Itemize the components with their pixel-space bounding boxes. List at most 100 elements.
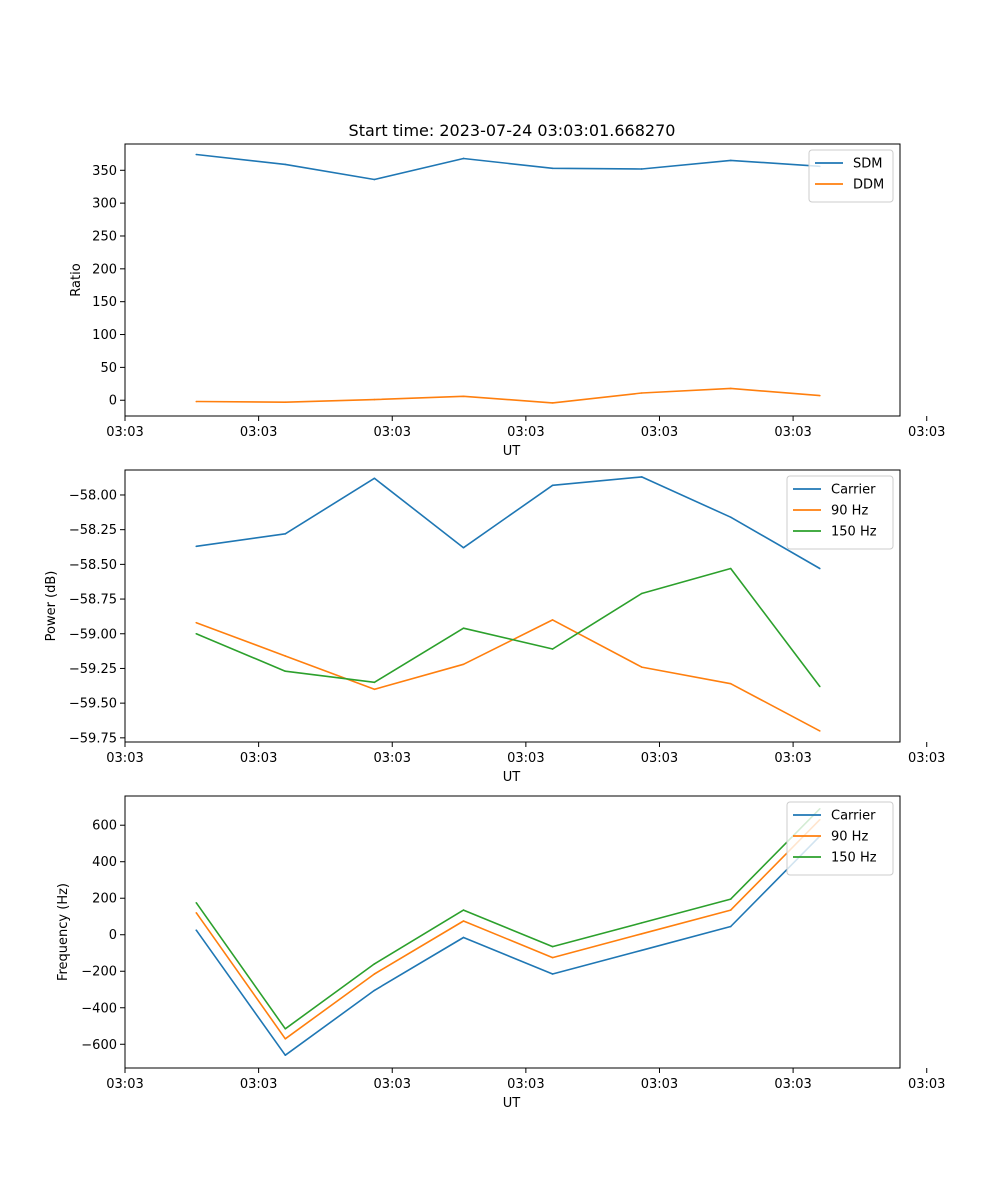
- data-point: [373, 963, 376, 965]
- data-point: [729, 682, 732, 685]
- y-axis-label: Frequency (Hz): [56, 883, 71, 981]
- y-tick-label: 150: [92, 295, 117, 310]
- data-point: [195, 545, 198, 548]
- data-point: [462, 395, 465, 398]
- data-point: [284, 533, 287, 535]
- y-tick-label: 200: [92, 262, 117, 277]
- plot-area: [124, 143, 901, 417]
- data-point: [284, 401, 287, 404]
- legend-label: 90 Hz: [831, 504, 868, 519]
- x-axis-label: UT: [503, 770, 521, 785]
- data-point: [462, 663, 465, 666]
- x-tick-label: 03:03: [908, 1077, 945, 1092]
- data-point: [551, 619, 554, 621]
- data-point: [640, 476, 643, 478]
- y-tick-label: −59.00: [69, 627, 117, 642]
- legend: Carrier 90 Hz 150 Hz: [786, 475, 894, 550]
- series-line-ddm: [196, 387, 820, 404]
- data-point: [462, 157, 465, 160]
- subplot-2: 03:03 03:03 03:03 03:03 03:03 03:03 03:03 −58.0…: [44, 469, 945, 785]
- y-tick-label: 400: [92, 855, 117, 870]
- data-point: [551, 945, 554, 948]
- x-tick-label: 03:03: [374, 751, 411, 766]
- x-axis-label: UT: [503, 444, 521, 459]
- data-point: [551, 402, 554, 404]
- data-point: [729, 909, 732, 911]
- y-tick-label: −59.50: [69, 697, 117, 712]
- y-tick-label: 0: [109, 394, 117, 409]
- data-point: [195, 621, 198, 624]
- x-tick-label: 03:03: [641, 1077, 678, 1092]
- data-point: [729, 567, 732, 570]
- legend-label: 90 Hz: [831, 830, 868, 845]
- data-point: [284, 1037, 287, 1040]
- y-tick-label: 100: [92, 328, 117, 343]
- data-point: [640, 666, 643, 668]
- x-tick-label: 03:03: [106, 751, 143, 766]
- data-point: [195, 901, 198, 904]
- data-point: [284, 1054, 287, 1057]
- data-point: [195, 929, 198, 931]
- y-tick-label: 250: [92, 229, 117, 244]
- y-tick-label: 350: [92, 164, 117, 179]
- data-point: [195, 632, 198, 635]
- y-tick-label: −59.25: [69, 662, 117, 677]
- data-point: [640, 933, 643, 935]
- y-tick-label: −600: [81, 1038, 117, 1053]
- legend-label: Carrier: [831, 809, 876, 824]
- x-tick-label: 03:03: [507, 425, 544, 440]
- x-tick-label: 03:03: [240, 425, 277, 440]
- x-tick-label: 03:03: [106, 1077, 143, 1092]
- y-tick-label: 300: [92, 197, 117, 212]
- series-line-carrier: [196, 476, 821, 570]
- data-point: [462, 546, 465, 549]
- legend-label: Carrier: [831, 483, 876, 498]
- data-point: [373, 178, 376, 181]
- y-axis-label: Power (dB): [44, 571, 59, 642]
- figure-title: Start time: 2023-07-24 03:03:01.668270: [349, 121, 676, 140]
- x-tick-label: 03:03: [106, 425, 143, 440]
- legend-label: SDM: [853, 157, 882, 172]
- plot-area: [124, 795, 901, 1069]
- series-line-90-hz: [196, 619, 821, 732]
- x-tick-label: 03:03: [908, 751, 945, 766]
- legend-label: 150 Hz: [831, 525, 877, 540]
- x-tick-label: 03:03: [774, 425, 811, 440]
- series-line-carrier: [195, 835, 821, 1056]
- x-tick-label: 03:03: [240, 1077, 277, 1092]
- data-point: [819, 394, 821, 397]
- series-line-150-hz: [195, 808, 821, 1030]
- data-point: [551, 484, 554, 487]
- x-tick-label: 03:03: [374, 1077, 411, 1092]
- legend-label: 150 Hz: [831, 851, 877, 866]
- y-tick-label: −400: [81, 1001, 117, 1016]
- series-line-150-hz: [195, 567, 821, 687]
- y-tick-label: −58.50: [69, 558, 117, 573]
- y-tick-label: −58.75: [69, 593, 117, 608]
- data-point: [551, 956, 554, 959]
- data-point: [551, 648, 554, 650]
- data-point: [284, 1027, 287, 1030]
- y-tick-label: −59.75: [69, 731, 117, 746]
- y-tick-label: −200: [81, 965, 117, 980]
- data-point: [640, 168, 643, 170]
- series-line-90-hz: [195, 819, 821, 1040]
- x-tick-label: 03:03: [641, 751, 678, 766]
- y-tick-label: 600: [92, 819, 117, 834]
- x-tick-label: 03:03: [374, 425, 411, 440]
- data-point: [195, 153, 198, 156]
- data-point: [729, 159, 732, 162]
- subplot-1: 03:03 03:03 03:03 03:03 03:03 03:03 03:03 0 50 10…: [69, 143, 945, 459]
- subplots-container: 03:03 03:03 03:03 03:03 03:03 03:03 03:03 0 50 10…: [44, 143, 945, 1111]
- data-point: [729, 898, 732, 900]
- legend: Carrier 90 Hz 150 Hz: [786, 801, 894, 876]
- data-point: [640, 392, 643, 394]
- x-axis-label: UT: [503, 1096, 521, 1111]
- legend-label: DDM: [853, 178, 884, 193]
- data-point: [462, 909, 465, 911]
- data-point: [373, 688, 376, 691]
- data-point: [729, 516, 732, 518]
- x-tick-label: 03:03: [507, 1077, 544, 1092]
- data-point: [551, 167, 554, 170]
